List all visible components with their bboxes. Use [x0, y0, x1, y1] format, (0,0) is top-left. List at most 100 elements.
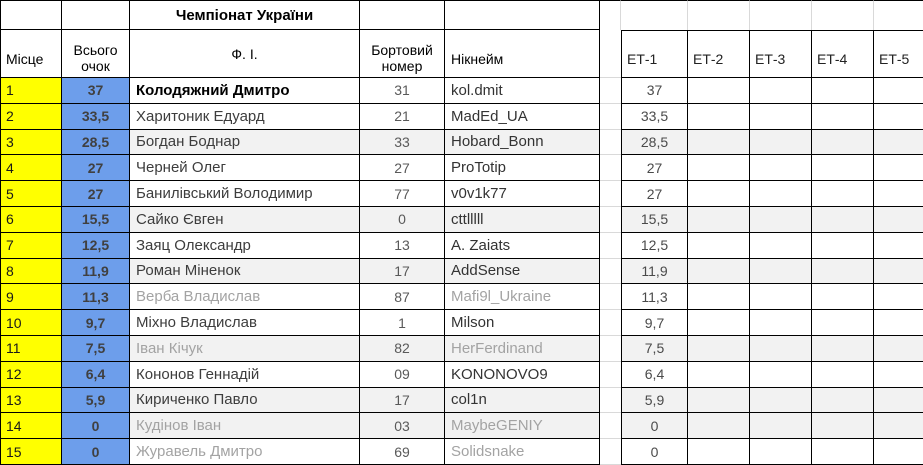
nickname-cell[interactable]: AddSense — [445, 258, 600, 285]
stage-4-value-cell[interactable] — [812, 155, 874, 182]
name-cell[interactable]: Заяц Олександр — [130, 232, 360, 259]
stage-3-value-cell[interactable] — [750, 181, 812, 207]
stage-5-value-cell[interactable] — [874, 335, 923, 362]
name-cell[interactable]: Верба Владислав — [130, 284, 360, 311]
stage-1-value-cell[interactable]: 33,5 — [621, 103, 688, 130]
stage-4-value-cell[interactable] — [812, 103, 874, 130]
stage-2-value-cell[interactable] — [688, 181, 750, 207]
stage-2-value-cell[interactable] — [688, 413, 750, 440]
board-number-cell[interactable]: 1 — [360, 310, 445, 336]
header-board-number[interactable]: Бортовий номер — [360, 30, 445, 78]
stage-3-value-cell[interactable] — [750, 361, 812, 388]
stage-1-value-cell[interactable]: 12,5 — [621, 232, 688, 259]
stage-4-value-cell[interactable] — [812, 284, 874, 311]
stage-5-value-cell[interactable] — [874, 258, 923, 285]
name-cell[interactable]: Кононов Геннадій — [130, 361, 360, 388]
stage-3-value-cell[interactable] — [750, 155, 812, 182]
header-place[interactable]: Місце — [0, 30, 62, 78]
title-row-empty-cell[interactable] — [750, 0, 812, 30]
name-cell[interactable]: Сайко Євген — [130, 206, 360, 233]
stage-3-value-cell[interactable] — [750, 284, 812, 311]
place-cell[interactable]: 8 — [0, 258, 62, 285]
total-points-cell[interactable]: 12,5 — [62, 232, 130, 259]
total-points-cell[interactable]: 15,5 — [62, 206, 130, 233]
stage-3-value-cell[interactable] — [750, 103, 812, 130]
board-number-cell[interactable]: 87 — [360, 284, 445, 311]
name-cell[interactable]: Іван Кічук — [130, 335, 360, 362]
total-points-cell[interactable]: 11,3 — [62, 284, 130, 311]
stage-2-value-cell[interactable] — [688, 232, 750, 259]
stage-4-value-cell[interactable] — [812, 361, 874, 388]
place-cell[interactable]: 13 — [0, 387, 62, 414]
stage-1-value-cell[interactable]: 27 — [621, 181, 688, 207]
header-name[interactable]: Ф. І. — [130, 30, 360, 78]
total-points-cell[interactable]: 5,9 — [62, 387, 130, 414]
stage-3-value-cell[interactable] — [750, 78, 812, 104]
stage-3-value-cell[interactable] — [750, 413, 812, 440]
stage-1-value-cell[interactable]: 0 — [621, 439, 688, 465]
stage-1-value-cell[interactable]: 9,7 — [621, 310, 688, 336]
nickname-cell[interactable]: A. Zaiats — [445, 232, 600, 259]
header-stage-1[interactable]: ЕТ-1 — [621, 30, 688, 78]
stage-5-value-cell[interactable] — [874, 104, 923, 130]
stage-1-value-cell[interactable]: 15,5 — [621, 206, 688, 233]
board-number-cell[interactable]: 03 — [360, 413, 445, 440]
header-stage-3[interactable]: ЕТ-3 — [750, 30, 812, 78]
stage-4-value-cell[interactable] — [812, 258, 874, 285]
stage-2-value-cell[interactable] — [688, 78, 750, 104]
nickname-cell[interactable]: Hobard_Bonn — [445, 129, 600, 156]
nickname-cell[interactable]: Solidsnake — [445, 439, 600, 465]
total-points-cell[interactable]: 9,7 — [62, 310, 130, 336]
stage-3-value-cell[interactable] — [750, 206, 812, 233]
stage-2-value-cell[interactable] — [688, 439, 750, 465]
stage-5-value-cell[interactable] — [874, 78, 923, 104]
stage-5-value-cell[interactable] — [874, 413, 923, 440]
stage-2-value-cell[interactable] — [688, 335, 750, 362]
stage-5-value-cell[interactable] — [874, 181, 923, 207]
stage-5-value-cell[interactable] — [874, 155, 923, 182]
stage-3-value-cell[interactable] — [750, 335, 812, 362]
nickname-cell[interactable]: MadEd_UA — [445, 103, 600, 130]
stage-2-value-cell[interactable] — [688, 206, 750, 233]
place-cell[interactable]: 5 — [0, 181, 62, 207]
nickname-cell[interactable]: ProTotip — [445, 155, 600, 182]
header-stage-2[interactable]: ЕТ-2 — [688, 30, 750, 78]
board-number-cell[interactable]: 31 — [360, 78, 445, 104]
stage-4-value-cell[interactable] — [812, 310, 874, 336]
total-points-cell[interactable]: 37 — [62, 78, 130, 104]
stage-4-value-cell[interactable] — [812, 129, 874, 156]
place-cell[interactable]: 7 — [0, 232, 62, 259]
stage-3-value-cell[interactable] — [750, 439, 812, 465]
stage-2-value-cell[interactable] — [688, 361, 750, 388]
stage-1-value-cell[interactable]: 5,9 — [621, 387, 688, 414]
stage-4-value-cell[interactable] — [812, 232, 874, 259]
place-cell[interactable]: 9 — [0, 284, 62, 311]
title-row-empty-cell[interactable] — [62, 0, 130, 30]
place-cell[interactable]: 14 — [0, 413, 62, 440]
board-number-cell[interactable]: 13 — [360, 232, 445, 259]
total-points-cell[interactable]: 27 — [62, 181, 130, 207]
total-points-cell[interactable]: 33,5 — [62, 103, 130, 130]
stage-4-value-cell[interactable] — [812, 181, 874, 207]
place-cell[interactable]: 15 — [0, 439, 62, 465]
place-cell[interactable]: 12 — [0, 361, 62, 388]
name-cell[interactable]: Колодяжний Дмитро — [130, 78, 360, 104]
stage-5-value-cell[interactable] — [874, 362, 923, 388]
name-cell[interactable]: Черней Олег — [130, 155, 360, 182]
total-points-cell[interactable]: 7,5 — [62, 335, 130, 362]
title-row-empty-cell[interactable] — [621, 0, 688, 30]
name-cell[interactable]: Кириченко Павло — [130, 387, 360, 414]
name-cell[interactable]: Журавель Дмитро — [130, 439, 360, 465]
place-cell[interactable]: 6 — [0, 206, 62, 233]
stage-2-value-cell[interactable] — [688, 129, 750, 156]
name-cell[interactable]: Банилівський Володимир — [130, 181, 360, 207]
header-nickname[interactable]: Нікнейм — [445, 30, 600, 78]
nickname-cell[interactable]: Mafi9l_Ukraine — [445, 284, 600, 311]
stage-2-value-cell[interactable] — [688, 284, 750, 311]
stage-1-value-cell[interactable]: 0 — [621, 413, 688, 440]
stage-5-value-cell[interactable] — [874, 310, 923, 336]
stage-5-value-cell[interactable] — [874, 233, 923, 259]
stage-4-value-cell[interactable] — [812, 387, 874, 414]
total-points-cell[interactable]: 27 — [62, 155, 130, 182]
place-cell[interactable]: 11 — [0, 335, 62, 362]
